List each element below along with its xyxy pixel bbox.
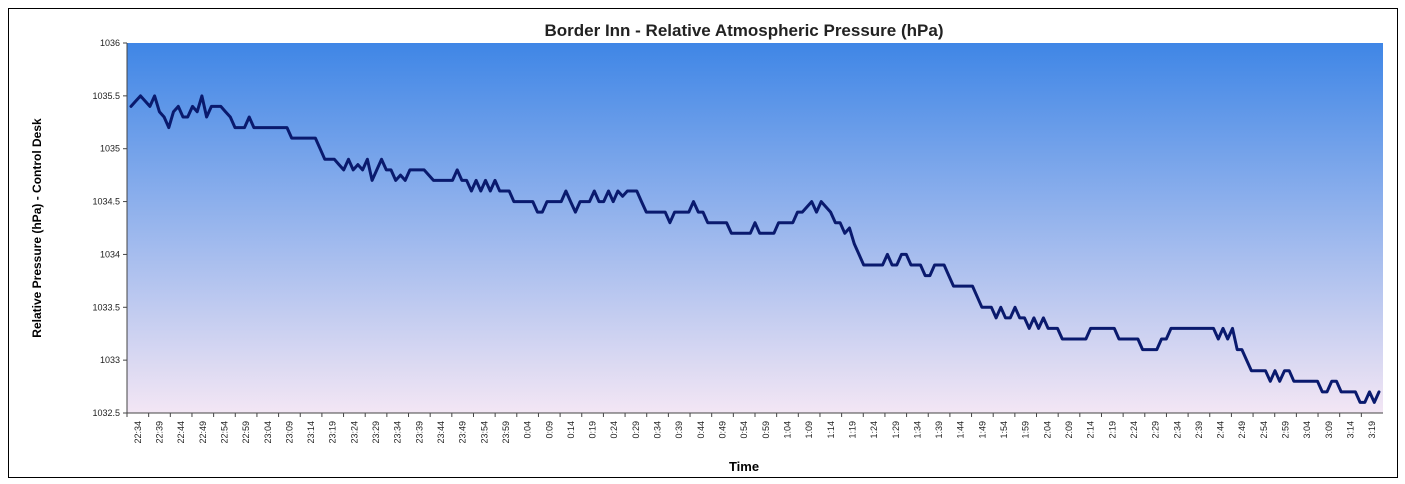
x-tick-label: 23:04 xyxy=(263,421,273,444)
x-tick-label: 2:04 xyxy=(1042,421,1052,439)
x-tick-label: 3:09 xyxy=(1324,421,1334,439)
x-tick-label: 2:09 xyxy=(1064,421,1074,439)
x-axis-title: Time xyxy=(729,459,759,474)
x-tick-label: 2:54 xyxy=(1259,421,1269,439)
x-tick-label: 1:54 xyxy=(999,421,1009,439)
x-tick-label: 23:44 xyxy=(436,421,446,444)
x-tick-label: 3:19 xyxy=(1367,421,1377,439)
pressure-line-chart: Border Inn - Relative Atmospheric Pressu… xyxy=(30,21,1383,474)
x-tick-label: 0:24 xyxy=(609,421,619,439)
x-tick-label: 23:59 xyxy=(501,421,511,444)
x-tick-label: 2:59 xyxy=(1281,421,1291,439)
x-tick-label: 1:24 xyxy=(869,421,879,439)
x-tick-label: 23:34 xyxy=(393,421,403,444)
x-tick-label: 0:04 xyxy=(523,421,533,439)
y-tick-label: 1034.5 xyxy=(92,197,120,207)
x-tick-label: 23:29 xyxy=(371,421,381,444)
x-tick-label: 23:09 xyxy=(284,421,294,444)
x-tick-label: 0:29 xyxy=(631,421,641,439)
x-tick-label: 0:44 xyxy=(696,421,706,439)
plot-area xyxy=(127,43,1383,413)
x-tick-label: 1:44 xyxy=(956,421,966,439)
x-tick-label: 23:24 xyxy=(349,421,359,444)
chart-frame: Border Inn - Relative Atmospheric Pressu… xyxy=(8,8,1398,478)
x-tick-label: 23:14 xyxy=(306,421,316,444)
x-tick-label: 1:29 xyxy=(891,421,901,439)
x-tick-label: 1:09 xyxy=(804,421,814,439)
pressure-series-line xyxy=(129,94,1381,404)
x-tick-label: 0:39 xyxy=(674,421,684,439)
x-tick-label: 0:59 xyxy=(761,421,771,439)
x-tick-label: 0:49 xyxy=(718,421,728,439)
x-tick-label: 1:59 xyxy=(1021,421,1031,439)
y-tick-label: 1035.5 xyxy=(92,91,120,101)
y-tick-label: 1036 xyxy=(100,38,120,48)
y-axis-title: Relative Pressure (hPa) - Control Desk xyxy=(30,118,44,338)
x-tick-label: 22:44 xyxy=(176,421,186,444)
x-tick-label: 23:49 xyxy=(458,421,468,444)
x-tick-label: 3:04 xyxy=(1302,421,1312,439)
x-tick-label: 1:19 xyxy=(847,421,857,439)
x-tick-label: 2:39 xyxy=(1194,421,1204,439)
y-tick-label: 1032.5 xyxy=(92,408,120,418)
x-tick-label: 2:29 xyxy=(1151,421,1161,439)
y-tick-label: 1034 xyxy=(100,249,120,259)
chart-title: Border Inn - Relative Atmospheric Pressu… xyxy=(545,21,944,40)
x-tick-label: 0:19 xyxy=(588,421,598,439)
x-tick-label: 2:49 xyxy=(1237,421,1247,439)
x-tick-label: 2:14 xyxy=(1086,421,1096,439)
x-axis-ticks: 22:34 22:39 22:44 22:49 22:54 22:59 23:04 23:09… xyxy=(126,413,1377,444)
x-tick-label: 22:54 xyxy=(219,421,229,444)
x-tick-label: 22:34 xyxy=(133,421,143,444)
x-tick-label: 0:09 xyxy=(544,421,554,439)
y-tick-label: 1033 xyxy=(100,355,120,365)
y-axis-ticks: 1032.5 1033 1033.5 1034 1034.5 1035 1035.5 1036 xyxy=(92,38,127,418)
x-tick-label: 0:54 xyxy=(739,421,749,439)
y-tick-label: 1035 xyxy=(100,144,120,154)
x-tick-label: 0:34 xyxy=(653,421,663,439)
x-tick-label: 22:49 xyxy=(198,421,208,444)
x-tick-label: 22:39 xyxy=(154,421,164,444)
x-tick-label: 2:34 xyxy=(1172,421,1182,439)
y-tick-label: 1033.5 xyxy=(92,302,120,312)
x-tick-label: 0:14 xyxy=(566,421,576,439)
x-tick-label: 1:39 xyxy=(934,421,944,439)
x-tick-label: 22:59 xyxy=(241,421,251,444)
x-tick-label: 1:34 xyxy=(912,421,922,439)
x-tick-label: 2:24 xyxy=(1129,421,1139,439)
x-tick-label: 23:39 xyxy=(414,421,424,444)
x-tick-label: 23:54 xyxy=(479,421,489,444)
x-tick-label: 23:19 xyxy=(328,421,338,444)
x-tick-label: 1:49 xyxy=(977,421,987,439)
x-tick-label: 2:44 xyxy=(1216,421,1226,439)
x-tick-label: 1:14 xyxy=(826,421,836,439)
x-tick-label: 1:04 xyxy=(782,421,792,439)
x-tick-label: 3:14 xyxy=(1346,421,1356,439)
x-tick-label: 2:19 xyxy=(1107,421,1117,439)
